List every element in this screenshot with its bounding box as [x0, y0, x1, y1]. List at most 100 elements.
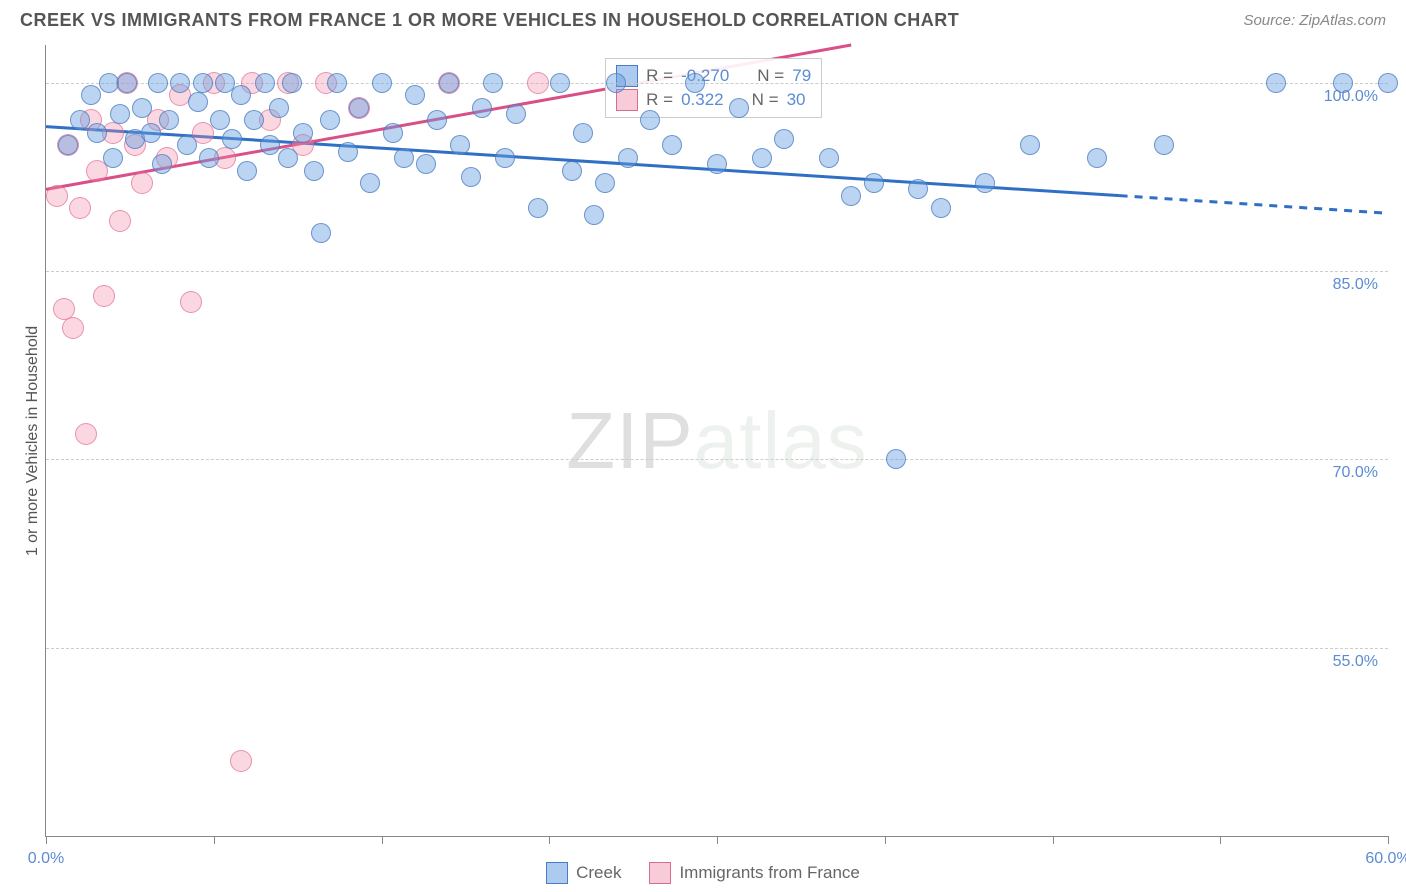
- data-point: [1020, 135, 1040, 155]
- data-point: [131, 172, 153, 194]
- data-point: [472, 98, 492, 118]
- n-value: 30: [787, 90, 806, 110]
- data-point: [427, 110, 447, 130]
- data-point: [550, 73, 570, 93]
- data-point: [495, 148, 515, 168]
- data-point: [69, 197, 91, 219]
- data-point: [450, 135, 470, 155]
- data-point: [141, 123, 161, 143]
- legend-label: Creek: [576, 863, 621, 883]
- data-point: [304, 161, 324, 181]
- data-point: [222, 129, 242, 149]
- data-point: [1087, 148, 1107, 168]
- data-point: [320, 110, 340, 130]
- y-tick-label: 70.0%: [1333, 464, 1378, 482]
- data-point: [170, 73, 190, 93]
- data-point: [483, 73, 503, 93]
- data-point: [180, 291, 202, 313]
- data-point: [103, 148, 123, 168]
- n-label: N =: [752, 90, 779, 110]
- data-point: [562, 161, 582, 181]
- data-point: [1266, 73, 1286, 93]
- data-point: [109, 210, 131, 232]
- y-tick-label: 85.0%: [1333, 276, 1378, 294]
- stats-legend-row: R = 0.322N =30: [616, 89, 811, 111]
- data-point: [152, 154, 172, 174]
- data-point: [110, 104, 130, 124]
- data-point: [439, 73, 459, 93]
- data-point: [931, 198, 951, 218]
- data-point: [372, 73, 392, 93]
- data-point: [70, 110, 90, 130]
- data-point: [93, 285, 115, 307]
- data-point: [394, 148, 414, 168]
- data-point: [260, 135, 280, 155]
- data-point: [886, 449, 906, 469]
- data-point: [527, 72, 549, 94]
- data-point: [255, 73, 275, 93]
- data-point: [338, 142, 358, 162]
- data-point: [707, 154, 727, 174]
- x-tick: [46, 836, 47, 844]
- gridline: [46, 459, 1388, 460]
- legend-swatch: [546, 862, 568, 884]
- legend-item: Immigrants from France: [649, 862, 859, 884]
- data-point: [293, 123, 313, 143]
- gridline: [46, 648, 1388, 649]
- data-point: [841, 186, 861, 206]
- x-tick: [214, 836, 215, 844]
- x-tick: [1220, 836, 1221, 844]
- data-point: [573, 123, 593, 143]
- data-point: [752, 148, 772, 168]
- x-tick: [885, 836, 886, 844]
- data-point: [360, 173, 380, 193]
- data-point: [819, 148, 839, 168]
- stats-legend: R =-0.270N =79R = 0.322N =30: [605, 58, 822, 118]
- data-point: [148, 73, 168, 93]
- data-point: [244, 110, 264, 130]
- data-point: [327, 73, 347, 93]
- data-point: [159, 110, 179, 130]
- data-point: [405, 85, 425, 105]
- data-point: [62, 317, 84, 339]
- data-point: [237, 161, 257, 181]
- data-point: [58, 135, 78, 155]
- data-point: [528, 198, 548, 218]
- data-point: [685, 73, 705, 93]
- data-point: [193, 73, 213, 93]
- series-legend: Creek Immigrants from France: [0, 862, 1406, 884]
- data-point: [729, 98, 749, 118]
- data-point: [606, 73, 626, 93]
- data-point: [311, 223, 331, 243]
- data-point: [282, 73, 302, 93]
- data-point: [864, 173, 884, 193]
- data-point: [640, 110, 660, 130]
- data-point: [269, 98, 289, 118]
- legend-label: Immigrants from France: [679, 863, 859, 883]
- data-point: [349, 98, 369, 118]
- plot-region: ZIPatlas R =-0.270N =79R = 0.322N =30 55…: [45, 45, 1388, 837]
- r-label: R =: [646, 90, 673, 110]
- data-point: [81, 85, 101, 105]
- x-tick: [382, 836, 383, 844]
- data-point: [618, 148, 638, 168]
- data-point: [1333, 73, 1353, 93]
- data-point: [117, 73, 137, 93]
- data-point: [278, 148, 298, 168]
- data-point: [1378, 73, 1398, 93]
- legend-item: Creek: [546, 862, 621, 884]
- y-tick-label: 55.0%: [1333, 653, 1378, 671]
- x-tick: [1388, 836, 1389, 844]
- legend-swatch: [649, 862, 671, 884]
- chart-source: Source: ZipAtlas.com: [1243, 12, 1386, 29]
- data-point: [87, 123, 107, 143]
- data-point: [1154, 135, 1174, 155]
- data-point: [199, 148, 219, 168]
- data-point: [595, 173, 615, 193]
- chart-title: CREEK VS IMMIGRANTS FROM FRANCE 1 OR MOR…: [20, 10, 959, 31]
- data-point: [461, 167, 481, 187]
- gridline: [46, 271, 1388, 272]
- data-point: [177, 135, 197, 155]
- chart-area: 1 or more Vehicles in Household ZIPatlas…: [45, 45, 1388, 837]
- data-point: [188, 92, 208, 112]
